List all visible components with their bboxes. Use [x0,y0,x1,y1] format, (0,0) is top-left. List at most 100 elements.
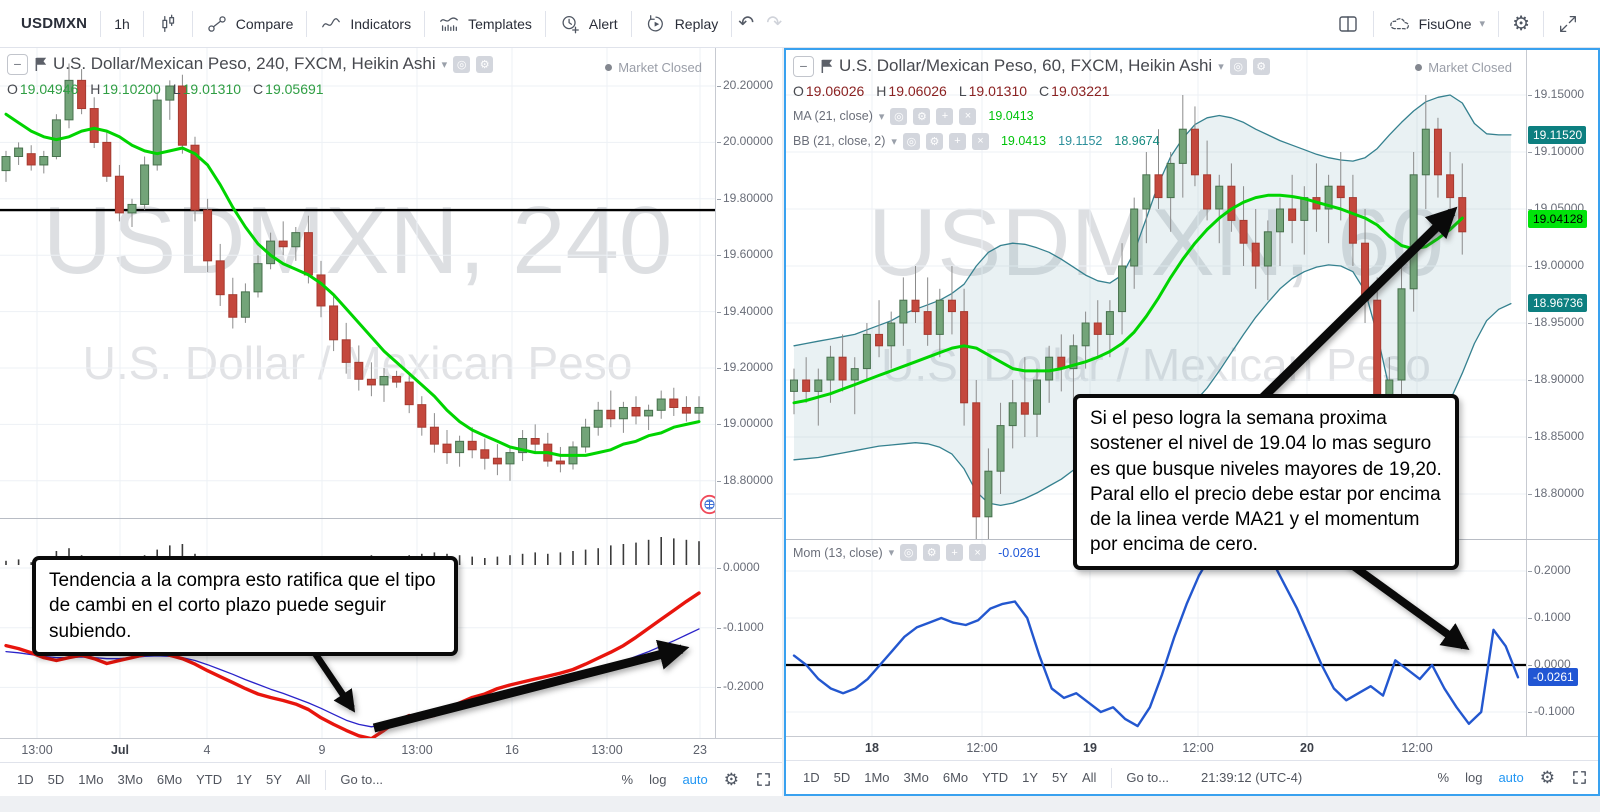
add-icon[interactable]: + [936,107,954,125]
chart-title[interactable]: U.S. Dollar/Mexican Peso, 240, FXCM, Hei… [53,54,436,73]
chevron-down-icon[interactable]: ▾ [888,547,895,559]
bb-label[interactable]: BB (21, close, 2) [793,134,886,148]
toolbar-right-group: FisuOne ▾ ⚙ [1323,5,1592,43]
chart-style-button[interactable] [144,5,192,43]
range-button-1Y[interactable]: 1Y [236,772,253,787]
collapse-pane-button[interactable]: − [7,53,28,75]
axis-tick: 20.20000 [716,78,774,92]
range-button-5Y[interactable]: 5Y [266,772,282,787]
chevron-down-icon[interactable]: ▾ [891,135,897,148]
eye-icon[interactable]: ◎ [1229,57,1247,75]
range-button-1D[interactable]: 1D [803,770,820,785]
ohlc-value: 19.10200 [102,81,161,97]
chevron-down-icon[interactable]: ▾ [878,110,885,123]
gear-icon[interactable]: ⚙ [913,107,931,125]
range-button-All[interactable]: All [295,772,311,787]
add-icon[interactable]: + [946,544,964,561]
range-button-6Mo[interactable]: 6Mo [156,772,183,787]
time-axis-60[interactable]: 18 12:00 19 12:00 20 12:00 [786,736,1598,760]
close-icon[interactable]: × [969,544,987,561]
auto-scale-button[interactable]: auto [1498,770,1524,785]
eye-icon[interactable]: ◎ [453,55,471,73]
annotation-note-60[interactable]: Si el peso logra la semana proxima soste… [1073,394,1459,570]
interval-button[interactable]: 1h [114,15,130,32]
ma-value: 19.0413 [988,109,1034,123]
indicators-button[interactable]: Indicators [307,5,424,43]
add-icon[interactable]: + [948,132,966,150]
momentum-axis-60[interactable]: 0.2000 0.1000 0.0000 -0.1000 -0.0261 [1526,540,1598,736]
gear-icon[interactable]: ⚙ [1539,768,1555,787]
price-axis-60[interactable]: 19.15000 19.10000 19.05000 19.00000 18.95000… [1526,50,1598,539]
compare-button[interactable]: Compare [193,5,307,43]
gear-icon[interactable]: ⚙ [925,132,943,150]
ohlc-value: 19.03221 [1051,83,1110,99]
market-status: Market Closed [605,60,702,75]
ma-label[interactable]: MA (21, close) [793,109,873,123]
redo-icon[interactable]: ↷ [766,13,783,34]
range-button-YTD[interactable]: YTD [196,772,223,787]
pane-divider[interactable] [0,518,782,519]
price-pane-240[interactable]: USDMXN, 240 U.S. Dollar / Mexican Peso [0,48,715,518]
percent-scale-button[interactable]: % [1437,770,1450,785]
time-label: 20 [1300,741,1314,755]
replay-button[interactable]: Replay [632,5,732,43]
layout-button[interactable] [1323,5,1373,43]
market-status-label: Market Closed [1428,60,1512,75]
maximize-icon[interactable] [1571,769,1588,786]
chevron-down-icon[interactable]: ▾ [1218,60,1224,73]
candlestick-icon [162,14,174,32]
replay-label: Replay [674,15,719,32]
clock-label[interactable]: 21:39:12 (UTC-4) [1201,770,1303,785]
symbol-button[interactable]: USDMXN [21,15,88,32]
time-axis-240[interactable]: 13:00 Jul 4 9 13:00 16 13:00 23 [0,738,782,762]
momentum-label[interactable]: Mom (13, close) [793,545,883,560]
close-icon[interactable]: × [959,107,977,125]
log-scale-button[interactable]: log [1465,770,1483,785]
panel-toolbar-60: 1D 5D 1Mo 3Mo 6Mo YTD 1Y 5Y All Go to... 21:39:1… [786,760,1598,794]
price-axis-240[interactable]: 20.20000 20.00000 19.80000 19.60000 19.40000… [715,48,782,518]
chart-title[interactable]: U.S. Dollar/Mexican Peso, 60, FXCM, Heik… [839,56,1213,75]
collapse-pane-button[interactable]: − [793,55,814,77]
fullscreen-icon [1560,15,1576,32]
range-button-5D[interactable]: 5D [47,772,65,787]
eye-icon[interactable]: ◎ [900,544,918,561]
gear-icon[interactable]: ⚙ [923,544,941,561]
bb-upper-value: 19.1152 [1058,134,1103,148]
range-button-5D[interactable]: 5D [833,770,851,785]
goto-button[interactable]: Go to... [1126,770,1170,785]
flag-icon [35,57,47,71]
range-button-6Mo[interactable]: 6Mo [942,770,969,785]
goto-button[interactable]: Go to... [340,772,384,787]
price-badge: 19.11520 [1528,125,1587,144]
cloud-account-button[interactable]: FisuOne ▾ [1374,5,1498,43]
close-icon[interactable]: × [971,132,989,150]
eye-icon[interactable]: ◎ [890,107,908,125]
range-button-3Mo[interactable]: 3Mo [117,772,143,787]
gear-icon[interactable]: ⚙ [476,55,494,73]
range-button-1Y[interactable]: 1Y [1022,770,1039,785]
chevron-down-icon[interactable]: ▾ [441,58,448,71]
range-button-All[interactable]: All [1081,770,1097,785]
auto-scale-button[interactable]: auto [682,772,708,787]
eye-icon[interactable]: ◎ [902,132,920,150]
log-scale-button[interactable]: log [649,772,667,787]
percent-scale-button[interactable]: % [621,772,634,787]
range-button-YTD[interactable]: YTD [982,770,1009,785]
oscillator-axis-240[interactable]: 0.0000-0.1000-0.2000-0.3000 [715,519,782,753]
range-button-1D[interactable]: 1D [17,772,34,787]
time-label: Jul [110,743,130,757]
range-button-5Y[interactable]: 5Y [1052,770,1068,785]
maximize-icon[interactable] [755,771,772,788]
fullscreen-button[interactable] [1544,5,1592,43]
undo-icon[interactable]: ↶ [738,13,755,34]
settings-button[interactable]: ⚙ [1499,5,1543,43]
alert-button[interactable]: Alert [546,5,631,43]
gear-icon[interactable]: ⚙ [723,770,739,789]
annotation-note-240[interactable]: Tendencia a la compra esto ratifica que … [32,556,458,656]
gear-icon[interactable]: ⚙ [1252,57,1270,75]
templates-button[interactable]: Templates [425,5,545,43]
momentum-value: -0.0261 [998,545,1041,560]
range-button-3Mo[interactable]: 3Mo [903,770,929,785]
range-button-1Mo[interactable]: 1Mo [78,772,104,787]
range-button-1Mo[interactable]: 1Mo [864,770,890,785]
